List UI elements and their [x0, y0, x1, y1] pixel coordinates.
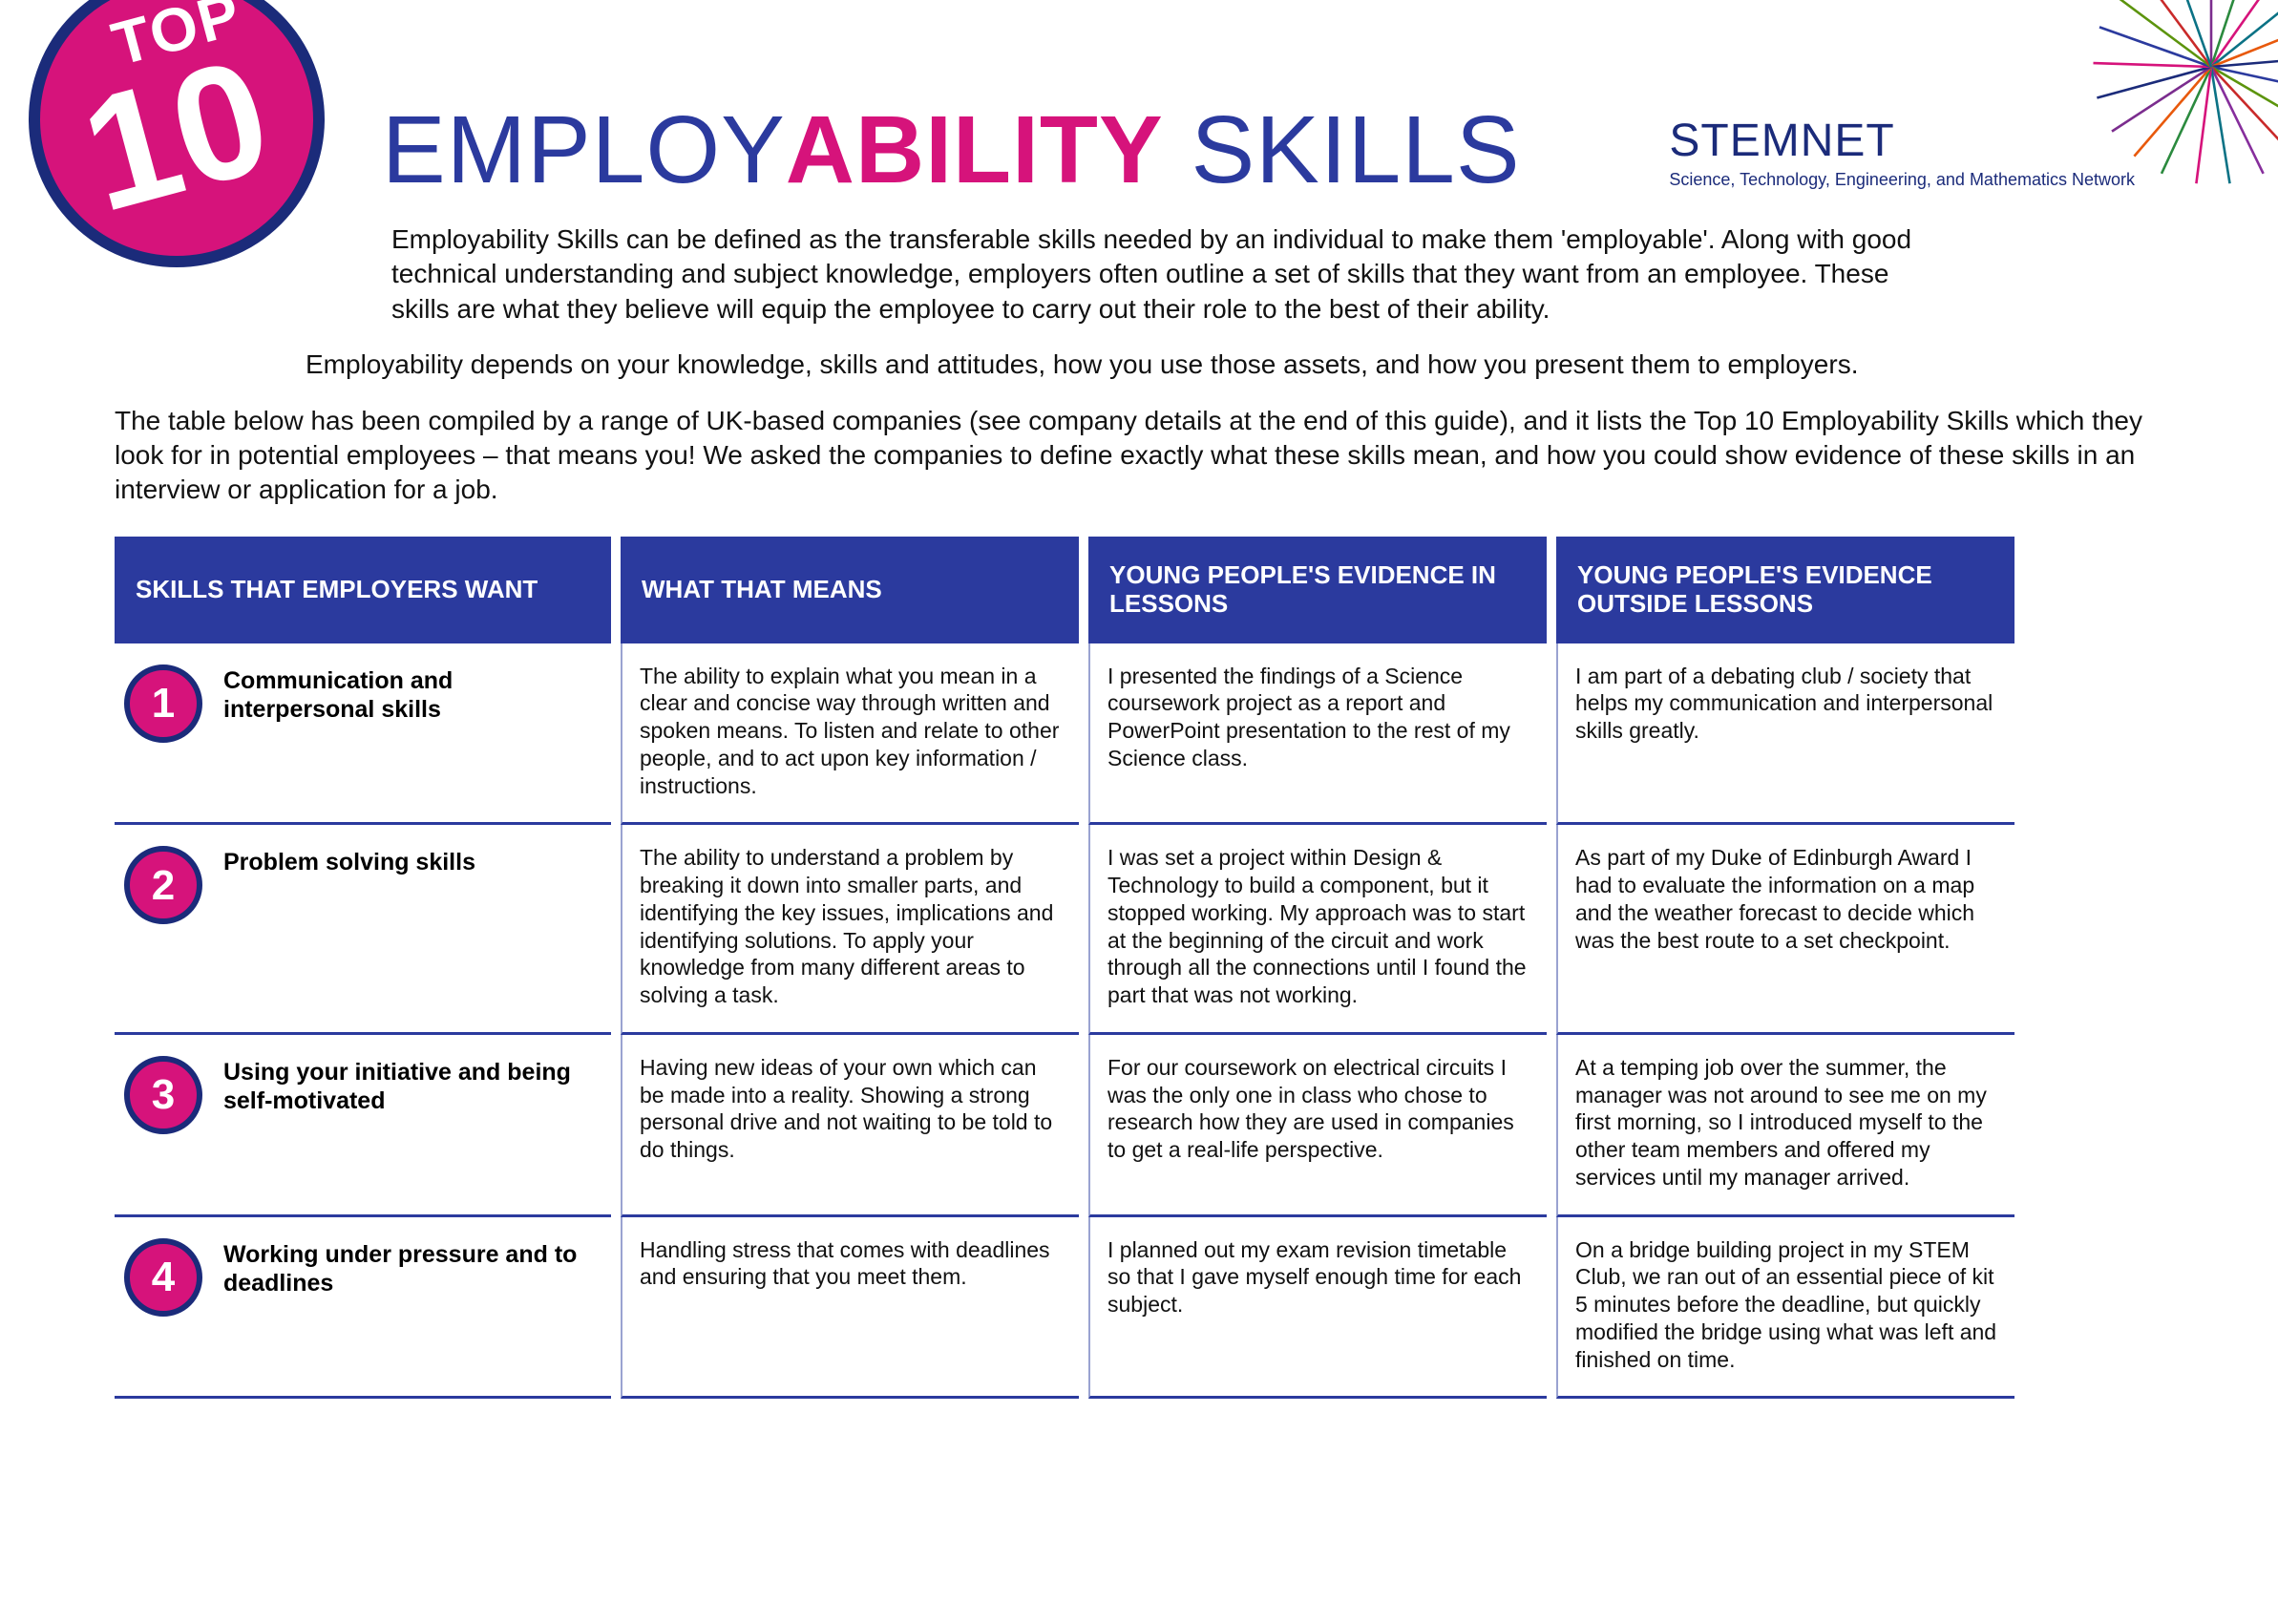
row-number-badge: 1 [124, 664, 202, 743]
intro-paragraph-1: Employability Skills can be defined as t… [391, 222, 1944, 327]
brand-block: STEMNET Science, Technology, Engineering… [1669, 95, 2163, 191]
evidence-outside-lessons: I am part of a debating club / society t… [1556, 643, 2014, 826]
table-row: 3 Using your initiative and being self-m… [115, 1035, 611, 1217]
evidence-in-lessons: I planned out my exam revision timetable… [1088, 1217, 1547, 1400]
col-header-means: WHAT THAT MEANS [621, 537, 1079, 643]
row-number-badge: 3 [124, 1056, 202, 1134]
intro-paragraph-3: The table below has been compiled by a r… [115, 404, 2163, 508]
evidence-in-lessons: I presented the findings of a Science co… [1088, 643, 1547, 826]
table-row: 2 Problem solving skills [115, 825, 611, 1035]
top10-badge: TOP 10 [29, 0, 325, 267]
page-title: EMPLOYABILITY SKILLS [382, 95, 1521, 205]
badge-number: 10 [69, 33, 285, 237]
evidence-outside-lessons: As part of my Duke of Edinburgh Award I … [1556, 825, 2014, 1035]
brand-name: STEMNET [1669, 115, 2135, 167]
row-number-badge: 2 [124, 846, 202, 924]
col-header-skills: SKILLS THAT EMPLOYERS WANT [115, 537, 611, 643]
what-that-means: Handling stress that comes with deadline… [621, 1217, 1079, 1400]
skill-name: Working under pressure and to deadlines [223, 1236, 594, 1297]
evidence-outside-lessons: On a bridge building project in my STEM … [1556, 1217, 2014, 1400]
skill-name: Problem solving skills [223, 844, 475, 876]
table-row: 4 Working under pressure and to deadline… [115, 1217, 611, 1400]
intro-paragraph-2: Employability depends on your knowledge,… [306, 348, 2163, 382]
what-that-means: The ability to explain what you mean in … [621, 643, 1079, 826]
skill-name: Using your initiative and being self-mot… [223, 1054, 594, 1115]
evidence-in-lessons: For our coursework on electrical circuit… [1088, 1035, 1547, 1217]
skill-name: Communication and interpersonal skills [223, 663, 594, 724]
table-row: 1 Communication and interpersonal skills [115, 643, 611, 826]
col-header-evidence-in: YOUNG PEOPLE'S EVIDENCE IN LESSONS [1088, 537, 1547, 643]
evidence-outside-lessons: At a temping job over the summer, the ma… [1556, 1035, 2014, 1217]
row-number-badge: 4 [124, 1238, 202, 1317]
what-that-means: Having new ideas of your own which can b… [621, 1035, 1079, 1217]
what-that-means: The ability to understand a problem by b… [621, 825, 1079, 1035]
evidence-in-lessons: I was set a project within Design & Tech… [1088, 825, 1547, 1035]
brand-subtitle: Science, Technology, Engineering, and Ma… [1669, 169, 2135, 191]
col-header-evidence-out: YOUNG PEOPLE'S EVIDENCE OUTSIDE LESSONS [1556, 537, 2014, 643]
skills-table: SKILLS THAT EMPLOYERS WANT WHAT THAT MEA… [115, 537, 2163, 1400]
